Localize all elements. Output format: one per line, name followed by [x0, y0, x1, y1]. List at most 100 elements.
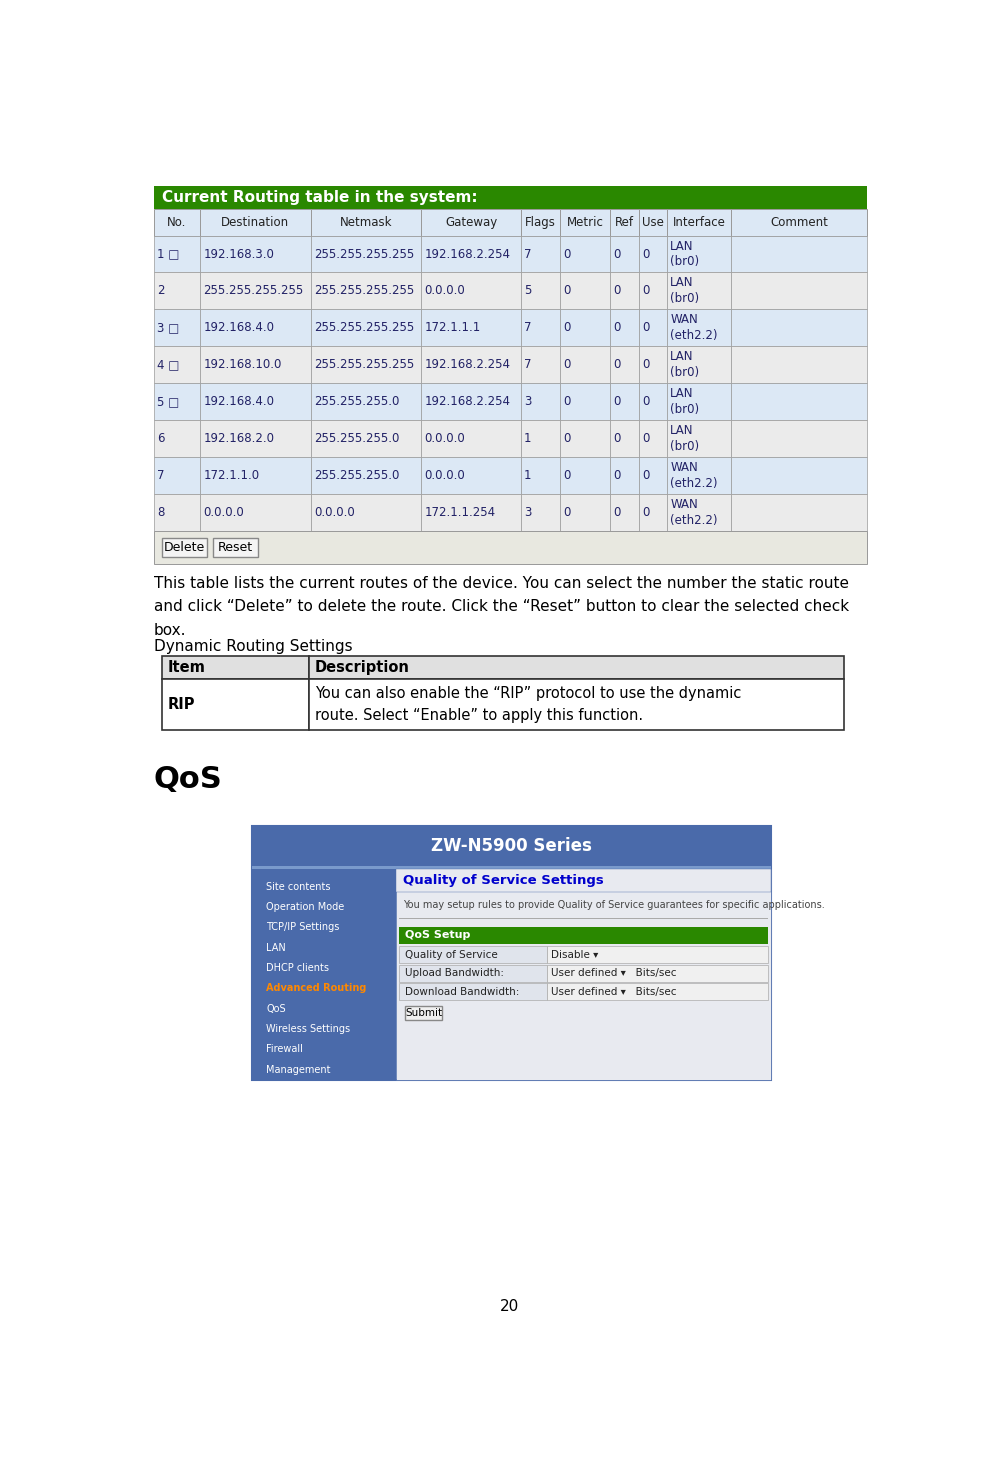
Bar [521, 420, 560, 457]
Bar [546, 965, 766, 982]
Bar [638, 494, 667, 531]
Bar [731, 209, 866, 236]
Bar [638, 273, 667, 310]
Bar [310, 273, 420, 310]
Text: 0.0.0.0: 0.0.0.0 [313, 506, 354, 519]
Text: 0.0.0.0: 0.0.0.0 [423, 432, 464, 445]
Text: Gateway: Gateway [444, 215, 497, 229]
Bar [521, 273, 560, 310]
Text: 1: 1 [524, 469, 531, 482]
Text: 8: 8 [157, 506, 164, 519]
Text: Management: Management [266, 1065, 330, 1074]
Bar [154, 494, 200, 531]
Text: Quality of Service: Quality of Service [405, 950, 497, 960]
Bar [638, 384, 667, 420]
Bar [310, 420, 420, 457]
Text: 0: 0 [641, 395, 648, 409]
Text: 0: 0 [563, 285, 571, 298]
Bar [400, 926, 766, 944]
Text: 3 □: 3 □ [157, 322, 179, 335]
Text: 172.1.1.0: 172.1.1.0 [203, 469, 259, 482]
Bar [252, 826, 770, 866]
Text: LAN
(br0): LAN (br0) [670, 351, 699, 379]
Text: Flags: Flags [525, 215, 556, 229]
Bar [310, 209, 420, 236]
Text: Dynamic Routing Settings: Dynamic Routing Settings [154, 639, 352, 653]
Bar [731, 236, 866, 273]
Text: DHCP clients: DHCP clients [266, 963, 329, 974]
Bar [560, 347, 609, 384]
Bar [154, 420, 200, 457]
Text: You can also enable the “RIP” protocol to use the dynamic
route. Select “Enable”: You can also enable the “RIP” protocol t… [315, 686, 741, 723]
Bar [609, 310, 638, 347]
Bar [667, 209, 731, 236]
Text: 0.0.0.0: 0.0.0.0 [423, 285, 464, 298]
Text: 0: 0 [641, 248, 648, 261]
Text: 1: 1 [524, 432, 531, 445]
Bar [154, 310, 200, 347]
Text: Current Routing table in the system:: Current Routing table in the system: [161, 190, 477, 205]
Bar [638, 209, 667, 236]
Bar [609, 494, 638, 531]
Bar [213, 538, 257, 556]
Text: 6: 6 [157, 432, 164, 445]
Text: 3: 3 [524, 506, 531, 519]
Bar [200, 310, 310, 347]
Bar [560, 384, 609, 420]
Bar [200, 273, 310, 310]
Bar [521, 209, 560, 236]
Text: 7: 7 [524, 358, 531, 372]
Text: 0: 0 [612, 506, 620, 519]
Bar [638, 420, 667, 457]
Bar [405, 1006, 441, 1021]
Text: Item: Item [168, 659, 206, 676]
Text: Wireless Settings: Wireless Settings [266, 1024, 350, 1034]
Bar [200, 457, 310, 494]
Bar [638, 347, 667, 384]
Bar [731, 420, 866, 457]
Bar [420, 384, 521, 420]
Bar [521, 236, 560, 273]
Text: 192.168.4.0: 192.168.4.0 [203, 322, 274, 335]
Text: 0: 0 [641, 285, 648, 298]
Bar [521, 494, 560, 531]
Bar [731, 347, 866, 384]
Text: Advanced Routing: Advanced Routing [266, 984, 366, 993]
Text: 0: 0 [641, 358, 648, 372]
Bar [667, 420, 731, 457]
Bar [200, 494, 310, 531]
Bar [731, 494, 866, 531]
Bar [310, 457, 420, 494]
Text: Operation Mode: Operation Mode [266, 901, 344, 912]
Text: 172.1.1.254: 172.1.1.254 [423, 506, 495, 519]
Bar [154, 531, 866, 563]
Text: 0: 0 [612, 395, 620, 409]
Text: QoS: QoS [154, 764, 223, 794]
Text: 0: 0 [612, 469, 620, 482]
Bar [200, 384, 310, 420]
Text: 20: 20 [499, 1299, 519, 1314]
Text: Firewall: Firewall [266, 1044, 303, 1055]
Text: 2: 2 [157, 285, 164, 298]
Text: Metric: Metric [567, 215, 603, 229]
Bar [420, 494, 521, 531]
Text: 255.255.255.255: 255.255.255.255 [313, 248, 414, 261]
Text: Reset: Reset [218, 541, 252, 555]
Bar [560, 420, 609, 457]
Text: 0: 0 [563, 506, 571, 519]
Bar [609, 457, 638, 494]
Bar [667, 494, 731, 531]
Bar [667, 384, 731, 420]
Text: Description: Description [315, 659, 410, 676]
Bar [521, 457, 560, 494]
Text: LAN
(br0): LAN (br0) [670, 239, 699, 268]
Text: WAN
(eth2.2): WAN (eth2.2) [670, 499, 717, 527]
Text: 192.168.2.254: 192.168.2.254 [423, 358, 510, 372]
Text: 192.168.2.254: 192.168.2.254 [423, 248, 510, 261]
Bar [154, 457, 200, 494]
Text: Upload Bandwidth:: Upload Bandwidth: [405, 968, 503, 978]
Bar [154, 236, 200, 273]
Text: 255.255.255.255: 255.255.255.255 [313, 285, 414, 298]
Text: Download Bandwidth:: Download Bandwidth: [405, 987, 519, 997]
Text: 192.168.3.0: 192.168.3.0 [203, 248, 274, 261]
